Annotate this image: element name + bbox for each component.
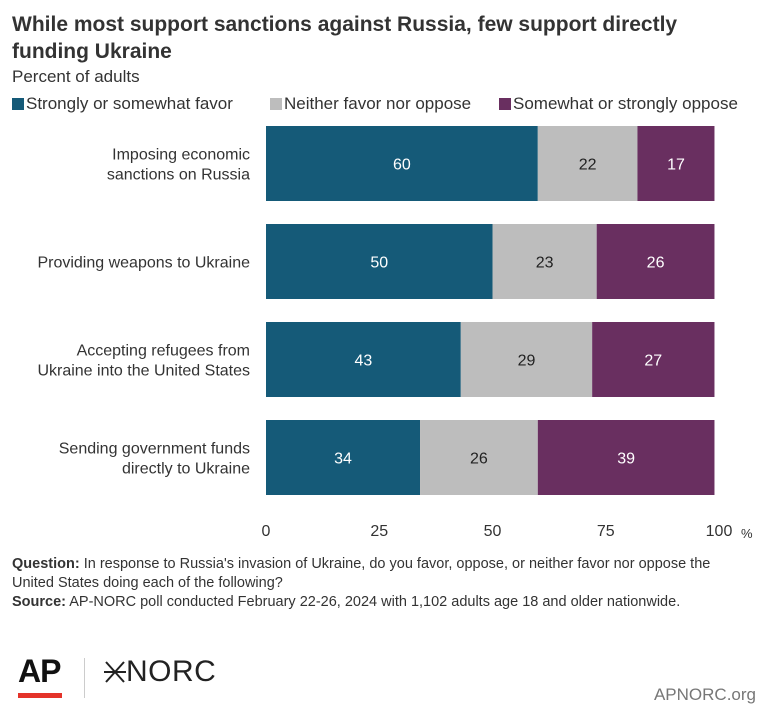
legend-label-neither: Neither favor nor oppose: [284, 94, 472, 113]
bar-neither-1: [492, 224, 597, 299]
bar-oppose-3: [537, 420, 715, 495]
bar-favor-3: [266, 420, 421, 495]
bar-favor-2: [266, 322, 461, 397]
data-label-neither-0: 22: [579, 157, 597, 174]
x-unit-label: %: [741, 526, 753, 541]
category-label-line: Accepting refugees from: [77, 343, 250, 360]
bar-oppose-2: [592, 322, 715, 397]
data-label-favor-2: 43: [354, 353, 372, 370]
category-label-line: Ukraine into the United States: [37, 363, 250, 380]
ap-logo: AP: [18, 653, 61, 689]
data-label-favor-0: 60: [393, 157, 411, 174]
question-note: Question: In response to Russia's invasi…: [12, 555, 752, 593]
legend-label-favor: Strongly or somewhat favor: [26, 94, 233, 113]
x-tick-label-4: 100: [706, 523, 733, 540]
legend-swatch-neither: [270, 98, 282, 110]
bar-neither-0: [537, 126, 638, 201]
legend-label-oppose: Somewhat or strongly oppose: [513, 94, 738, 113]
chart-subtitle: Percent of adults: [12, 67, 140, 86]
x-tick-label-0: 0: [262, 523, 271, 540]
x-tick-label-2: 50: [484, 523, 502, 540]
data-label-neither-2: 29: [518, 353, 536, 370]
category-label-line: directly to Ukraine: [122, 461, 250, 478]
bar-neither-2: [460, 322, 593, 397]
norc-logo: NORC: [126, 655, 217, 688]
bar-favor-0: [266, 126, 538, 201]
bar-oppose-1: [596, 224, 715, 299]
data-label-neither-1: 23: [536, 255, 554, 272]
bar-favor-1: [266, 224, 493, 299]
category-label-line: Providing weapons to Ukraine: [37, 255, 250, 272]
data-label-oppose-0: 17: [667, 157, 685, 174]
data-label-favor-3: 34: [334, 451, 352, 468]
x-tick-label-3: 75: [597, 523, 615, 540]
stacked-bar-chart: Imposing economic sanctions on Russia 60 22…: [37, 126, 753, 541]
data-label-favor-1: 50: [370, 255, 388, 272]
source-label: Source:: [12, 594, 66, 610]
category-label-line: sanctions on Russia: [107, 167, 250, 184]
question-text: In response to Russia's invasion of Ukra…: [12, 556, 711, 591]
norc-star-icon: [104, 661, 126, 683]
bar-neither-3: [420, 420, 538, 495]
category-label-2: Accepting refugees from Ukraine into the …: [37, 343, 250, 380]
chart-title: While most support sanctions against Rus…: [12, 13, 678, 63]
bar-oppose-0: [637, 126, 715, 201]
category-label-line: Imposing economic: [112, 147, 250, 164]
data-label-oppose-2: 27: [644, 353, 662, 370]
data-label-oppose-1: 26: [647, 255, 665, 272]
data-label-oppose-3: 39: [617, 451, 635, 468]
chart-notes: Question: In response to Russia's invasi…: [12, 555, 752, 612]
source-note: Source: AP-NORC poll conducted February …: [12, 593, 752, 612]
question-label: Question:: [12, 556, 80, 572]
data-label-neither-3: 26: [470, 451, 488, 468]
category-label-line: Sending government funds: [59, 441, 250, 458]
logo-divider: [84, 658, 85, 698]
category-label-3: Sending government funds directly to Ukra…: [59, 441, 250, 478]
category-label-0: Imposing economic sanctions on Russia: [107, 147, 250, 184]
category-label-1: Providing weapons to Ukraine: [37, 255, 250, 272]
footer-site: APNORC.org: [653, 685, 756, 704]
x-tick-label-1: 25: [370, 523, 388, 540]
legend-swatch-oppose: [499, 98, 511, 110]
source-text: AP-NORC poll conducted February 22-26, 2…: [66, 594, 681, 610]
ap-logo-underline: [18, 693, 62, 698]
legend-swatch-favor: [12, 98, 24, 110]
